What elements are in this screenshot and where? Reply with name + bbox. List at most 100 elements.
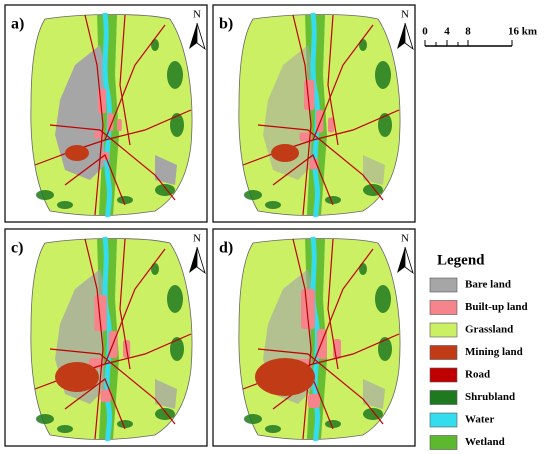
built-up-group bbox=[299, 80, 334, 170]
built-up bbox=[100, 389, 112, 403]
shrubland-patch bbox=[170, 113, 184, 137]
panel-label: c) bbox=[11, 240, 23, 257]
road bbox=[49, 124, 176, 201]
legend-swatch bbox=[429, 435, 458, 450]
legend-label: Water bbox=[465, 414, 494, 426]
shrubland-patch bbox=[378, 113, 392, 137]
panel-label: d) bbox=[219, 240, 233, 257]
scale-bar: 0 4 8 16 km bbox=[422, 26, 537, 47]
shrubland-patch bbox=[117, 420, 133, 428]
bare-land bbox=[155, 155, 177, 185]
road bbox=[84, 14, 104, 216]
shrubland-patch bbox=[244, 190, 262, 200]
legend-label: Road bbox=[465, 369, 490, 381]
scale-label: 0 bbox=[422, 26, 428, 38]
road bbox=[327, 238, 339, 370]
shrubland-patch bbox=[151, 263, 159, 275]
road bbox=[257, 348, 384, 425]
legend-label: Grassland bbox=[465, 324, 513, 336]
shrubland-patch bbox=[325, 196, 341, 204]
mining-land bbox=[65, 145, 89, 161]
shrubland-patch bbox=[244, 414, 262, 424]
shrubland-patch bbox=[375, 285, 391, 313]
legend-label: Wetland bbox=[465, 436, 505, 448]
built-up bbox=[94, 295, 107, 331]
road bbox=[119, 14, 131, 146]
legend-swatch bbox=[429, 345, 458, 360]
scale-label: 4 bbox=[444, 26, 450, 38]
north-label: N bbox=[193, 233, 201, 245]
bare-land bbox=[155, 379, 177, 409]
map-panel: d) N bbox=[212, 228, 416, 447]
road bbox=[49, 348, 176, 425]
legend-swatch bbox=[429, 300, 458, 315]
bare-land bbox=[363, 155, 385, 185]
shrubland-patch bbox=[151, 39, 159, 51]
scale-label: 8 bbox=[465, 26, 471, 38]
road bbox=[104, 248, 166, 365]
shrubland-patch bbox=[375, 61, 391, 89]
shrubland-patch bbox=[117, 196, 133, 204]
built-up bbox=[308, 394, 320, 408]
north-label: N bbox=[401, 9, 409, 21]
panel-label: a) bbox=[11, 16, 24, 33]
road bbox=[119, 238, 131, 370]
shrubland-patch bbox=[359, 263, 367, 275]
legend-label: Built-up land bbox=[465, 301, 528, 313]
built-up bbox=[299, 132, 312, 142]
road bbox=[312, 24, 374, 141]
north-label: N bbox=[193, 9, 201, 21]
bare-land bbox=[55, 45, 105, 180]
road bbox=[292, 14, 312, 216]
scale-label: 16 km bbox=[508, 26, 537, 38]
north-arrow bbox=[404, 246, 414, 275]
built-up bbox=[301, 289, 315, 329]
shrubland-patch bbox=[167, 61, 183, 89]
legend-swatch bbox=[429, 412, 458, 428]
bare-land bbox=[363, 379, 385, 409]
road bbox=[327, 14, 339, 146]
north-arrow bbox=[189, 247, 197, 273]
north-arrow bbox=[196, 246, 206, 275]
north-arrow bbox=[196, 22, 206, 51]
road bbox=[257, 124, 384, 201]
shrubland-patch bbox=[265, 425, 281, 433]
shrubland-patch bbox=[155, 184, 175, 196]
shrubland-patch bbox=[265, 201, 281, 209]
shrubland-patch bbox=[325, 420, 341, 428]
mining-land bbox=[55, 362, 99, 392]
map-panel: a) N bbox=[4, 4, 208, 223]
legend-title: Legend bbox=[437, 252, 485, 268]
legend-swatch bbox=[429, 322, 458, 338]
panel-label: b) bbox=[219, 16, 233, 33]
shrubland-patch bbox=[363, 184, 383, 196]
shrubland-patch bbox=[167, 285, 183, 313]
legend-swatch bbox=[429, 367, 458, 383]
road bbox=[272, 154, 334, 206]
shrubland-patch bbox=[378, 337, 392, 361]
mining-land bbox=[271, 144, 299, 162]
road bbox=[104, 24, 166, 141]
shrubland-patch bbox=[363, 408, 383, 420]
built-up bbox=[328, 117, 334, 133]
built-up bbox=[107, 113, 114, 131]
built-up bbox=[304, 80, 315, 110]
legend-swatch bbox=[429, 390, 458, 405]
road bbox=[292, 238, 312, 440]
road bbox=[64, 154, 126, 206]
shrubland-patch bbox=[36, 414, 54, 424]
north-arrow bbox=[397, 247, 405, 273]
road bbox=[312, 248, 374, 365]
north-arrow bbox=[189, 23, 197, 49]
shrubland-patch bbox=[359, 39, 367, 51]
legend-label: Bare land bbox=[465, 279, 511, 291]
built-up bbox=[117, 119, 122, 131]
shrubland-patch bbox=[57, 425, 73, 433]
road bbox=[84, 238, 104, 440]
shrubland-patch bbox=[155, 408, 175, 420]
mining-land bbox=[255, 358, 315, 396]
north-label: N bbox=[401, 233, 409, 245]
legend-label: Shrubland bbox=[465, 391, 515, 403]
built-up-group bbox=[88, 295, 131, 403]
